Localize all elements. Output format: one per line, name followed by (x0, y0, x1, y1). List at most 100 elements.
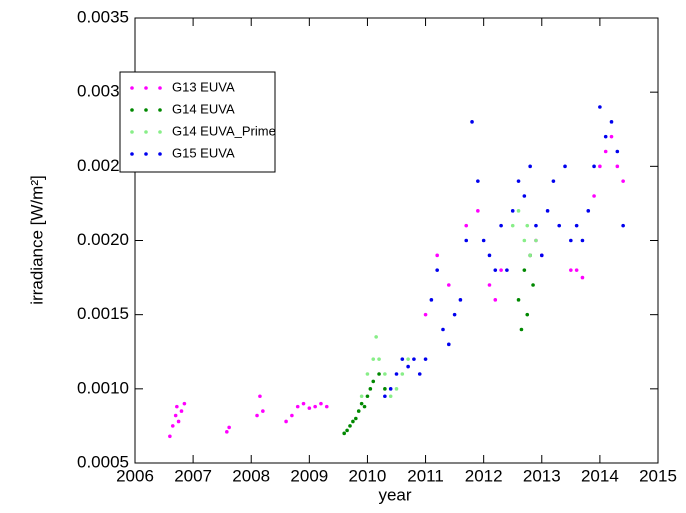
y-tick-label: 0.0030 (77, 82, 129, 101)
data-point (345, 428, 349, 433)
data-point (487, 283, 492, 287)
data-point (598, 164, 602, 169)
x-tick-label: 2015 (639, 466, 677, 485)
data-point (505, 268, 509, 272)
data-point (388, 387, 393, 391)
data-point (388, 394, 393, 399)
y-tick-label: 0.0015 (77, 304, 129, 323)
legend-marker (130, 152, 134, 156)
data-point (371, 357, 376, 361)
data-point (545, 209, 550, 213)
data-point (615, 164, 620, 169)
data-point (406, 364, 410, 369)
data-point (290, 413, 294, 418)
data-point (359, 394, 364, 399)
data-point (516, 209, 521, 213)
data-point (342, 431, 347, 436)
data-point (499, 268, 503, 272)
data-point (621, 223, 625, 228)
legend-marker (158, 152, 162, 156)
data-point (412, 357, 416, 361)
legend-marker (130, 108, 134, 112)
data-point (528, 253, 532, 258)
data-point (423, 357, 428, 361)
data-point (609, 134, 614, 139)
data-point (394, 372, 399, 376)
data-point (487, 253, 492, 258)
data-point (307, 406, 312, 410)
data-point (417, 372, 422, 376)
data-point (400, 372, 405, 376)
data-point (510, 223, 515, 228)
y-tick-label: 0.0025 (77, 156, 129, 175)
y-axis-label: irradiance [W/m²] (27, 175, 46, 304)
data-point (400, 357, 405, 361)
legend-label: G15 EUVA (172, 145, 235, 160)
x-tick-label: 2007 (174, 466, 212, 485)
data-point (324, 404, 329, 409)
data-point (441, 327, 445, 332)
data-point (557, 223, 562, 228)
data-point (383, 387, 387, 391)
data-point (516, 179, 521, 183)
data-point (284, 419, 288, 424)
data-point (365, 394, 370, 399)
data-point (586, 209, 591, 213)
data-point (603, 134, 608, 139)
data-point (481, 238, 486, 243)
data-point (580, 275, 585, 280)
data-point (464, 223, 469, 228)
data-point (470, 120, 474, 124)
data-point (175, 404, 179, 409)
data-point (476, 209, 480, 213)
legend-marker (144, 108, 148, 112)
x-tick-label: 2006 (116, 466, 154, 485)
data-point (356, 409, 361, 413)
data-point (574, 223, 579, 228)
data-point (295, 404, 300, 409)
x-tick-label: 2010 (349, 466, 387, 485)
legend-label: G13 EUVA (172, 79, 235, 94)
data-point (534, 238, 538, 243)
legend-label: G14 EUVA (172, 101, 235, 116)
data-point (574, 268, 579, 272)
x-axis-label: year (378, 485, 411, 504)
data-point (301, 401, 306, 406)
data-point (319, 401, 323, 406)
data-point (377, 357, 381, 361)
data-point (362, 404, 367, 409)
data-point (227, 425, 231, 430)
data-point (621, 179, 625, 183)
data-point (525, 312, 530, 317)
data-point (522, 238, 527, 243)
data-point (173, 413, 178, 418)
data-point (534, 223, 538, 228)
data-point (383, 372, 387, 376)
data-point (603, 149, 608, 154)
data-point (359, 401, 364, 406)
legend-marker (144, 152, 148, 156)
data-point (423, 312, 428, 317)
data-point (522, 194, 527, 198)
legend-marker (130, 130, 134, 134)
data-point (569, 268, 573, 272)
data-point (609, 120, 614, 124)
y-tick-label: 0.0020 (77, 230, 129, 249)
data-point (179, 409, 184, 413)
data-point (592, 194, 596, 198)
data-point (313, 404, 317, 409)
data-point (429, 298, 434, 302)
data-point (510, 209, 515, 213)
data-point (516, 298, 521, 302)
data-point (522, 268, 527, 272)
data-point (255, 413, 259, 418)
data-point (406, 357, 410, 361)
data-point (519, 327, 524, 332)
data-point (525, 223, 530, 228)
y-tick-label: 0.0035 (77, 7, 129, 26)
data-point (493, 268, 498, 272)
data-point (531, 283, 535, 287)
data-point (176, 419, 181, 424)
data-point (447, 342, 451, 347)
